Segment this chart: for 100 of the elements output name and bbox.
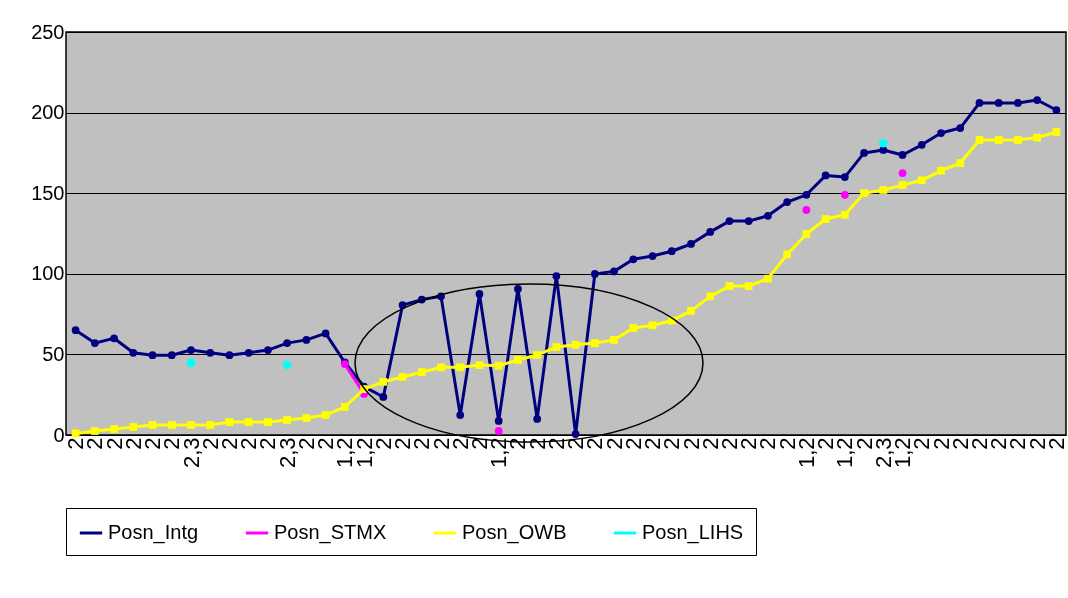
legend-label: Posn_LIHS bbox=[642, 521, 744, 544]
point bbox=[187, 346, 195, 354]
point bbox=[475, 290, 484, 298]
point bbox=[302, 336, 311, 344]
y-tick-label: 150 bbox=[31, 181, 65, 204]
point bbox=[648, 252, 657, 260]
point bbox=[1014, 99, 1022, 107]
point bbox=[225, 418, 234, 426]
point bbox=[725, 282, 734, 290]
y-tick-label: 0 bbox=[53, 423, 65, 446]
point bbox=[90, 427, 99, 435]
point bbox=[533, 415, 542, 423]
point bbox=[629, 255, 638, 264]
point bbox=[898, 169, 907, 177]
point bbox=[1014, 136, 1022, 144]
point bbox=[898, 151, 907, 159]
point bbox=[879, 146, 888, 154]
point bbox=[687, 240, 695, 248]
y-tick-label: 100 bbox=[31, 262, 65, 285]
point bbox=[706, 292, 715, 301]
point bbox=[590, 339, 599, 347]
point bbox=[244, 348, 253, 357]
point bbox=[898, 181, 907, 190]
point bbox=[1052, 128, 1061, 136]
point bbox=[802, 190, 811, 199]
point bbox=[71, 326, 80, 335]
legend-label: Posn_OWB bbox=[462, 521, 567, 544]
point bbox=[437, 363, 445, 372]
point bbox=[706, 228, 715, 236]
point bbox=[783, 250, 792, 259]
point bbox=[283, 339, 292, 347]
point bbox=[282, 360, 292, 370]
point bbox=[994, 99, 1003, 107]
point bbox=[244, 418, 253, 426]
point bbox=[321, 329, 330, 338]
point bbox=[802, 206, 811, 214]
point bbox=[571, 430, 580, 438]
point bbox=[744, 282, 753, 290]
point bbox=[533, 351, 542, 359]
point bbox=[764, 274, 772, 283]
point bbox=[264, 346, 272, 354]
point bbox=[571, 340, 580, 349]
point bbox=[687, 307, 695, 315]
point bbox=[917, 140, 926, 149]
point bbox=[110, 334, 118, 343]
point bbox=[937, 129, 945, 137]
point bbox=[110, 425, 118, 433]
point bbox=[878, 138, 888, 148]
point bbox=[744, 217, 753, 225]
point bbox=[206, 421, 215, 429]
point bbox=[860, 189, 868, 198]
point bbox=[552, 343, 561, 351]
point bbox=[975, 136, 984, 144]
point bbox=[610, 267, 618, 276]
point bbox=[148, 421, 157, 429]
point bbox=[514, 356, 522, 364]
point bbox=[225, 351, 234, 360]
point bbox=[475, 361, 484, 369]
point bbox=[264, 418, 272, 426]
point bbox=[879, 186, 888, 194]
point bbox=[917, 176, 926, 185]
point bbox=[206, 348, 215, 357]
point bbox=[283, 416, 292, 424]
point bbox=[1033, 96, 1042, 104]
point bbox=[302, 414, 311, 422]
point bbox=[629, 324, 638, 332]
point bbox=[398, 301, 407, 309]
point bbox=[975, 99, 984, 107]
point bbox=[840, 190, 849, 199]
point bbox=[379, 393, 388, 401]
point bbox=[494, 361, 503, 370]
y-tick-label: 200 bbox=[31, 101, 65, 124]
point bbox=[456, 411, 465, 419]
point bbox=[90, 339, 99, 347]
point bbox=[417, 368, 426, 376]
point bbox=[1052, 106, 1061, 114]
y-tick-label: 50 bbox=[42, 342, 65, 365]
point bbox=[552, 272, 561, 280]
point bbox=[725, 217, 734, 225]
point bbox=[187, 421, 195, 429]
point bbox=[340, 403, 349, 411]
point bbox=[821, 171, 830, 180]
point bbox=[956, 159, 965, 167]
point bbox=[398, 373, 407, 381]
point bbox=[956, 124, 965, 132]
point bbox=[186, 358, 196, 368]
legend-label: Posn_STMX bbox=[274, 521, 387, 544]
point bbox=[514, 285, 522, 293]
legend-label: Posn_Intg bbox=[108, 521, 199, 544]
point bbox=[994, 136, 1003, 144]
point bbox=[802, 230, 811, 238]
point bbox=[129, 348, 138, 357]
point bbox=[937, 166, 945, 175]
point bbox=[860, 149, 868, 157]
point bbox=[494, 427, 503, 435]
point bbox=[456, 363, 465, 372]
point bbox=[590, 270, 599, 278]
point bbox=[1033, 133, 1042, 142]
point bbox=[764, 211, 772, 220]
point bbox=[148, 351, 157, 360]
